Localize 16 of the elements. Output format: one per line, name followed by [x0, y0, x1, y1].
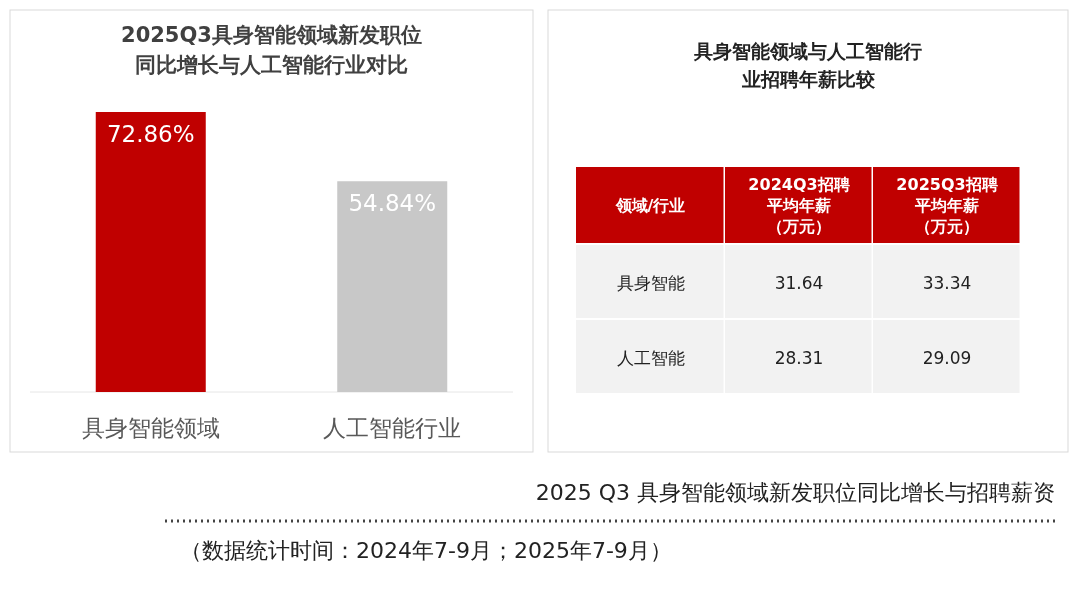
text: （数据统计时间：2024年7-9月；2025年7-9月）	[180, 538, 672, 563]
data-label: 31.64	[774, 272, 824, 293]
text: 2025 Q3 具身智能领域新发职位同比增长与招聘薪资	[535, 480, 1055, 505]
y-tick-label: 具身智能	[616, 272, 685, 293]
data-label: 33.34	[922, 272, 972, 293]
data-label: 29.09	[922, 347, 972, 368]
data-label: 72.86%	[106, 121, 195, 147]
x-tick-label: 2024Q3招聘平均年薪（万元）	[748, 175, 850, 236]
x-tick-label: 2025Q3招聘平均年薪（万元）	[896, 175, 998, 236]
x-tick-label: 具身智能领域	[81, 415, 220, 441]
chart-title: 2025Q3具身智能领域新发职位同比增长与人工智能行业对比	[121, 23, 422, 77]
chart-title: 具身智能领域与人工智能行业招聘年薪比较	[693, 40, 922, 90]
x-tick-label: 人工智能行业	[323, 415, 462, 441]
data-label: 28.31	[774, 347, 824, 368]
y-axis-title: 领域/行业	[614, 196, 686, 215]
y-tick-label: 人工智能	[616, 347, 685, 368]
